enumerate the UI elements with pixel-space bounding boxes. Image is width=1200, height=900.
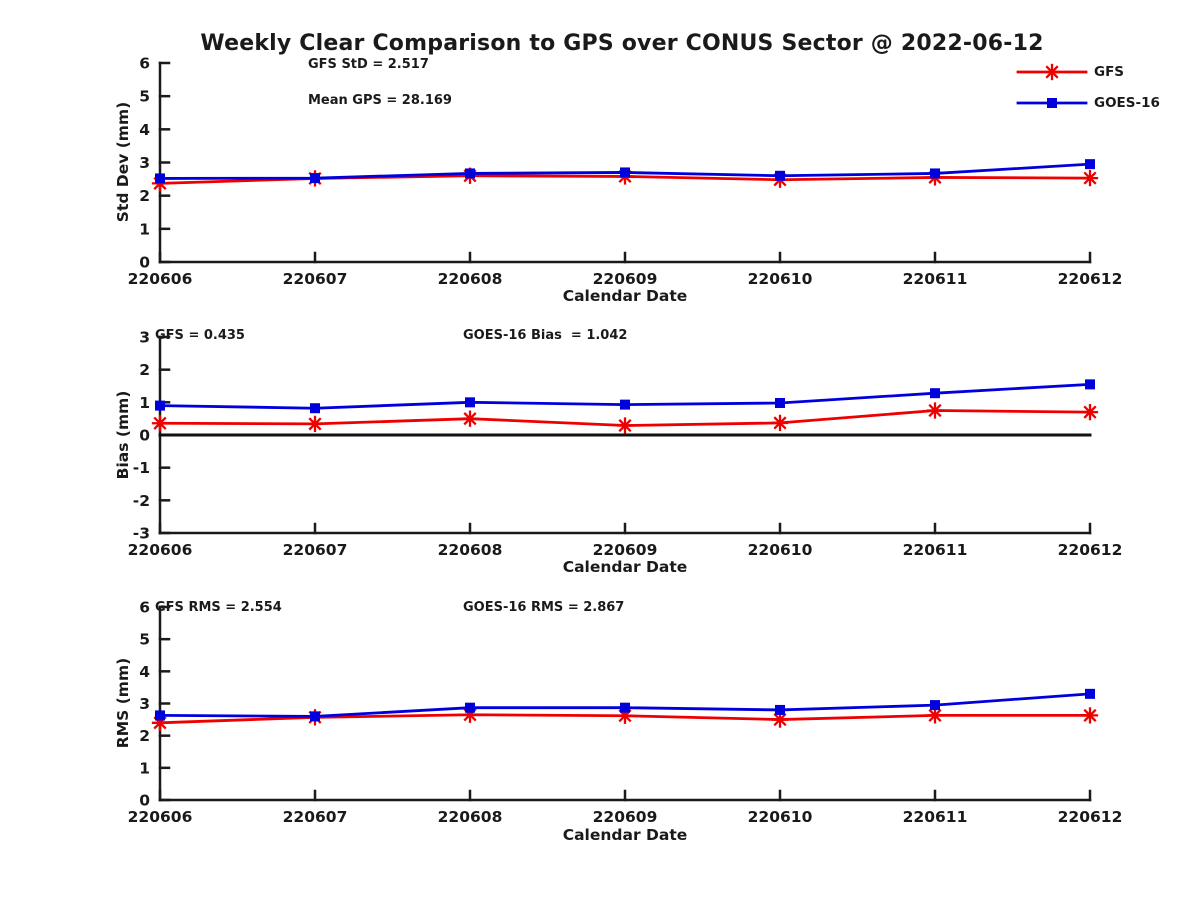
subplot-bias: -3 -2 -1 0 1 2 3 220606 220607 220608 220609 220610… xyxy=(128,329,1123,560)
tick-label: 1 xyxy=(139,759,150,777)
tick-label: 220610 xyxy=(748,808,813,826)
tick-label: 0 xyxy=(139,427,150,445)
tick-label: 0 xyxy=(139,792,150,810)
square-marker xyxy=(310,403,320,414)
xlabel-std-dev: Calendar Date xyxy=(562,287,688,305)
subplot-std-dev: 0 1 2 3 4 5 6 220606 220607 220608 220609 220610 220… xyxy=(128,55,1123,289)
square-marker xyxy=(1085,379,1095,390)
asterisk-marker xyxy=(618,418,632,433)
xlabel-rms: Calendar Date xyxy=(562,826,688,844)
tick-label: 3 xyxy=(139,695,150,713)
tick-label: 4 xyxy=(139,121,150,139)
tick-label: 220612 xyxy=(1058,808,1123,826)
square-marker xyxy=(620,167,630,178)
xlabel-bias: Calendar Date xyxy=(562,558,688,576)
tick-label: 5 xyxy=(139,631,150,649)
ylabel-bias: Bias (mm) xyxy=(114,390,132,480)
square-marker xyxy=(930,388,940,399)
square-marker xyxy=(620,399,630,410)
annotation-gfs-std: GFS StD = 2.517 xyxy=(308,57,429,72)
legend-label-gfs: GFS xyxy=(1094,64,1125,80)
tick-label: 2 xyxy=(139,187,150,205)
square-marker xyxy=(930,168,940,179)
tick-label: 220607 xyxy=(283,808,348,826)
ylabel-std-dev: Std Dev (mm) xyxy=(114,101,132,223)
square-marker xyxy=(1085,688,1095,699)
tick-label: 4 xyxy=(139,663,150,681)
asterisk-marker xyxy=(1083,171,1097,185)
tick-label: 220606 xyxy=(128,808,193,826)
legend-swatches xyxy=(1016,63,1088,108)
asterisk-marker xyxy=(1083,405,1097,419)
tick-label: 1 xyxy=(139,394,150,412)
annotation-gfs-rms: GFS RMS = 2.554 xyxy=(155,600,282,615)
square-marker xyxy=(775,397,785,408)
square-marker xyxy=(465,702,475,713)
subplot-rms: 0 1 2 3 4 5 6 220606 220607 220608 220609 220610 220… xyxy=(128,599,1123,827)
tick-label: 220608 xyxy=(438,541,503,559)
asterisk-marker xyxy=(308,417,322,431)
tick-label: 220611 xyxy=(903,808,968,826)
tick-label: 220609 xyxy=(593,808,658,826)
tick-label: 220611 xyxy=(903,270,968,288)
tick-label: 3 xyxy=(139,329,150,347)
tick-label: 220610 xyxy=(748,541,813,559)
square-marker xyxy=(155,400,165,411)
square-marker xyxy=(310,173,320,184)
tick-label: 220608 xyxy=(438,270,503,288)
legend-label-goes16: GOES-16 xyxy=(1094,95,1160,111)
asterisk-marker xyxy=(153,416,167,430)
asterisk-marker xyxy=(773,713,787,727)
square-marker xyxy=(155,710,165,721)
annotation-goes-rms: GOES-16 RMS = 2.867 xyxy=(463,600,625,615)
square-marker xyxy=(465,168,475,179)
page-title: Weekly Clear Comparison to GPS over CONU… xyxy=(200,31,1044,56)
annotation-gfs-bias: GFS = 0.435 xyxy=(155,328,245,343)
tick-label: 2 xyxy=(139,361,150,379)
annotation-mean-gps: Mean GPS = 28.169 xyxy=(308,93,452,108)
square-marker xyxy=(775,170,785,181)
square-marker xyxy=(310,711,320,722)
square-marker xyxy=(930,700,940,711)
tick-label: 220609 xyxy=(593,541,658,559)
asterisk-marker xyxy=(928,708,942,722)
tick-label: -2 xyxy=(133,492,150,510)
ylabel-rms: RMS (mm) xyxy=(114,657,132,749)
tick-label: 1 xyxy=(139,220,150,238)
tick-label: 6 xyxy=(139,55,150,73)
tick-label: 220611 xyxy=(903,541,968,559)
asterisk-marker xyxy=(928,403,942,418)
asterisk-marker xyxy=(773,416,787,430)
square-marker xyxy=(620,702,630,713)
tick-label: 220612 xyxy=(1058,541,1123,559)
tick-label: 6 xyxy=(139,599,150,617)
tick-label: 220609 xyxy=(593,270,658,288)
tick-label: -1 xyxy=(133,459,150,477)
square-marker xyxy=(1047,98,1057,108)
tick-label: 220610 xyxy=(748,270,813,288)
square-marker xyxy=(1085,159,1095,170)
tick-label: 220612 xyxy=(1058,270,1123,288)
square-marker xyxy=(155,173,165,184)
tick-label: 2 xyxy=(139,727,150,745)
square-marker xyxy=(465,397,475,408)
tick-label: 220607 xyxy=(283,270,348,288)
square-marker xyxy=(775,704,785,715)
tick-label: 220606 xyxy=(128,541,193,559)
asterisk-marker xyxy=(463,412,477,426)
tick-label: 220606 xyxy=(128,270,193,288)
asterisk-marker xyxy=(1083,708,1097,722)
tick-label: 0 xyxy=(139,254,150,272)
tick-label: -3 xyxy=(133,525,150,543)
tick-label: 5 xyxy=(139,88,150,106)
tick-label: 220607 xyxy=(283,541,348,559)
annotation-goes-bias: GOES-16 Bias = 1.042 xyxy=(463,328,628,343)
tick-label: 220608 xyxy=(438,808,503,826)
asterisk-marker xyxy=(1045,65,1059,79)
tick-label: 3 xyxy=(139,154,150,172)
